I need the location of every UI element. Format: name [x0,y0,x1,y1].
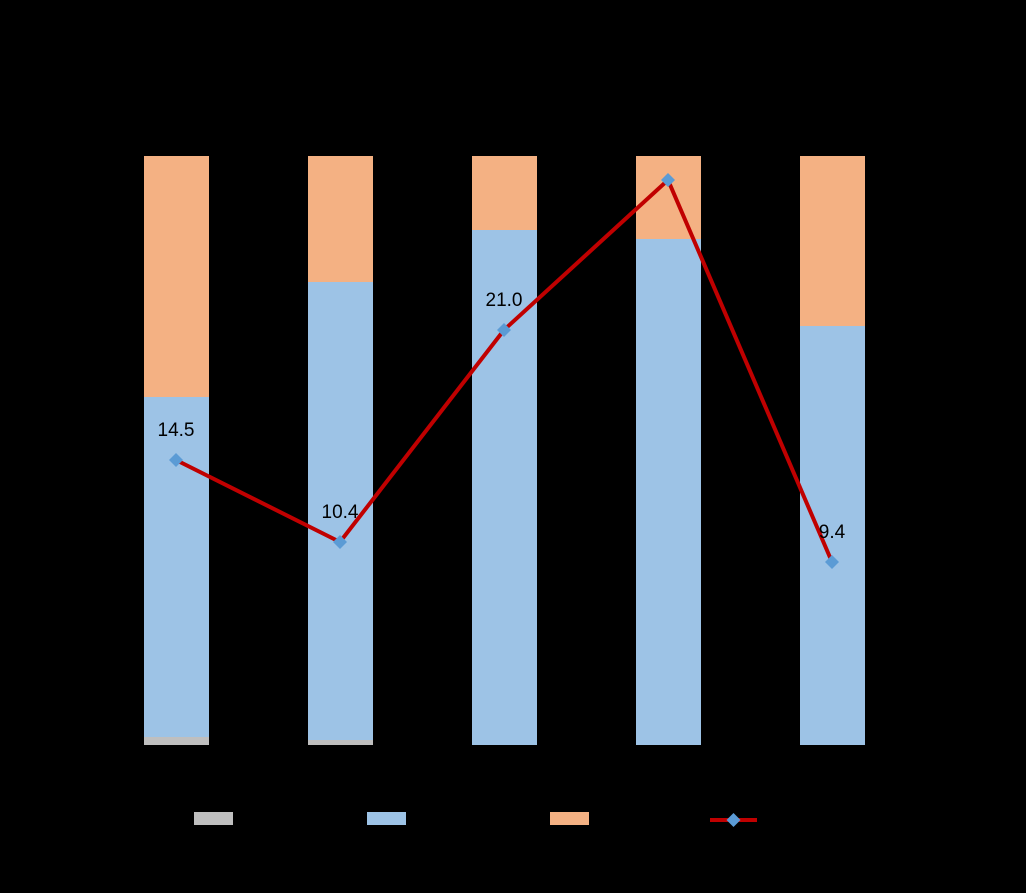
legend-line-sample [710,813,757,827]
bar-segment-blue-series [635,239,701,745]
bar-segment-orange-series [471,156,537,231]
bar-segment-gray-series [143,736,209,745]
legend-item [710,812,763,828]
legend-marker-diamond [726,813,741,827]
point-label: 9.4 [818,522,846,543]
legend-swatch-gray [194,812,233,825]
legend-swatch-blue [367,812,406,825]
legend-swatch-orange [550,812,589,825]
bar-segment-orange-series [635,156,701,240]
legend-item [194,812,239,825]
point-label: 21.0 [485,290,523,311]
point-label: 14.5 [157,420,195,441]
point-label: 10.4 [321,502,359,523]
bar-segment-blue-series [143,397,209,737]
legend-item [550,812,595,825]
bar-segment-orange-series [799,156,865,327]
legend-item [367,812,412,825]
bar-segment-gray-series [307,740,373,745]
bar-segment-orange-series [143,156,209,398]
bar-segment-orange-series [307,156,373,283]
